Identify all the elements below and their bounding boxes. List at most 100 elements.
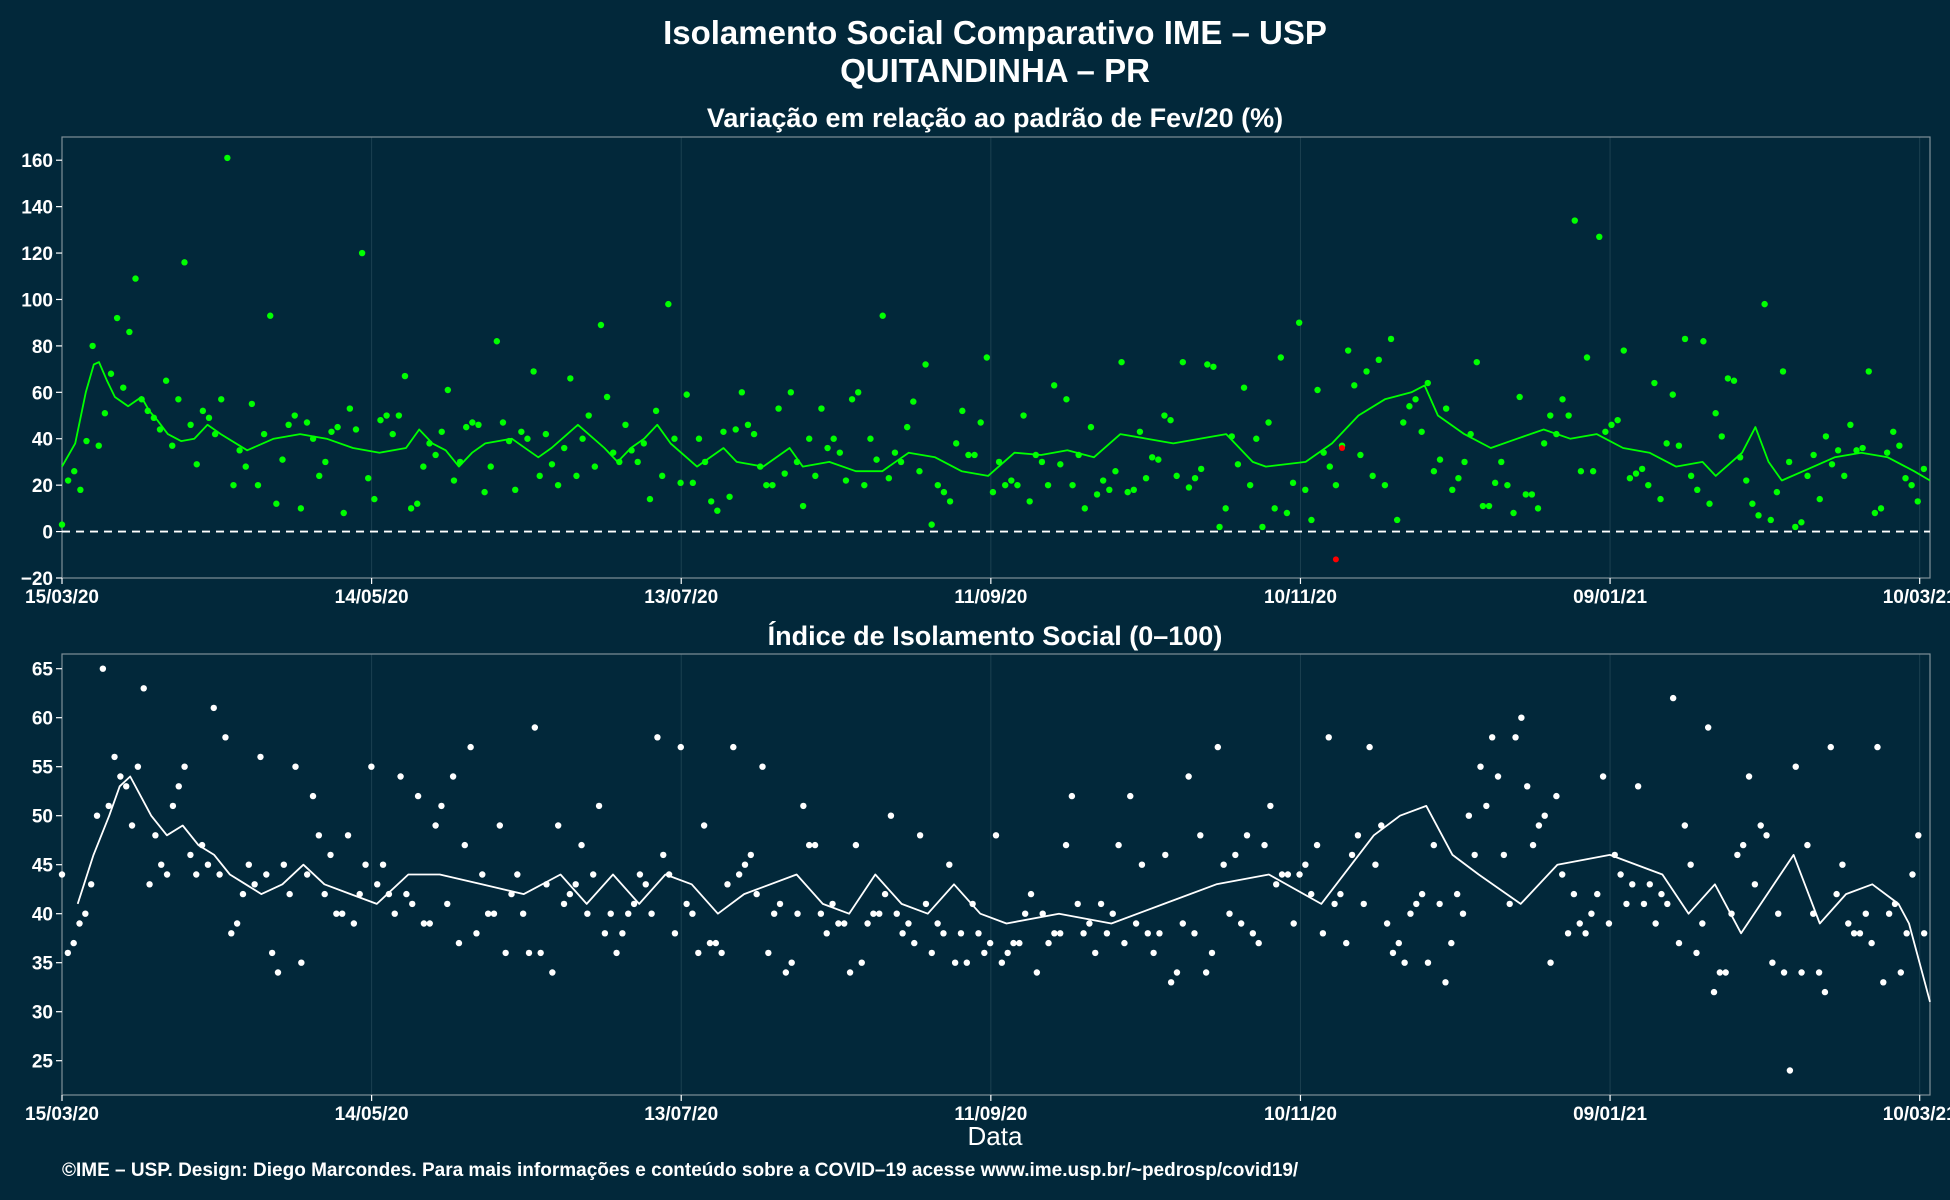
- panel2-point-7: [99, 665, 107, 672]
- panel2-point-180: [1109, 910, 1116, 917]
- panel2-point-108: [689, 910, 696, 917]
- panel2-point-269: [1629, 881, 1636, 888]
- panel2-point-298: [1798, 969, 1805, 976]
- panel1-point-146: [952, 440, 960, 447]
- panel2-point-102: [654, 734, 661, 741]
- panel2-point-90: [584, 910, 591, 917]
- panel2-point-97: [625, 910, 632, 917]
- panel1-point-265: [1681, 335, 1689, 343]
- panel2-point-46: [327, 851, 334, 859]
- panel1-point-33: [260, 430, 268, 438]
- panel1-point-280: [1773, 488, 1781, 496]
- panel1-point-51: [371, 495, 378, 503]
- panel2-point-264: [1599, 773, 1607, 780]
- panel1-point-78: [536, 472, 543, 480]
- panel1-point-154: [1001, 481, 1009, 489]
- x-axis-label: Data: [968, 1121, 1023, 1151]
- panel2-point-42: [303, 871, 311, 878]
- panel1-point-145: [946, 498, 954, 505]
- panel1-point-294: [1859, 444, 1866, 452]
- panel1-point-226: [1442, 405, 1450, 412]
- panel2-point-309: [1862, 910, 1869, 917]
- panel2-point-225: [1372, 861, 1379, 868]
- panel2-point-11: [123, 783, 130, 790]
- panel1-point-55: [395, 412, 403, 419]
- panel2-point-67: [449, 773, 457, 780]
- panel2-ytick-label-7: 60: [32, 709, 53, 730]
- panel1-point-228: [1455, 474, 1462, 482]
- panel1-point-219: [1400, 419, 1407, 426]
- panel1-point-122: [806, 435, 813, 442]
- panel2-point-293: [1769, 959, 1776, 966]
- panel2-point-153: [951, 959, 959, 966]
- panel1-point-9: [113, 314, 121, 322]
- panel2-point-139: [870, 910, 877, 917]
- panel2-point-166: [1027, 890, 1035, 898]
- panel1-point-163: [1057, 461, 1064, 468]
- panel2-point-193: [1185, 773, 1192, 780]
- panel1-point-76: [524, 435, 531, 442]
- panel2-point-105: [671, 930, 679, 937]
- panel2-point-33: [251, 881, 258, 888]
- panel1-point-205: [1314, 386, 1321, 394]
- panel1-point-118: [781, 470, 788, 477]
- panel2-point-95: [613, 949, 620, 957]
- panel1-point-303: [1914, 498, 1921, 505]
- panel1-point-54: [389, 430, 396, 438]
- panel2-point-259: [1570, 890, 1578, 898]
- panel1-point-144: [940, 488, 948, 496]
- panel2-point-85: [554, 822, 562, 829]
- panel2-point-194: [1191, 930, 1198, 937]
- panel1-point-147: [959, 407, 966, 415]
- panel2-point-263: [1594, 890, 1601, 898]
- panel2-point-290: [1751, 881, 1759, 888]
- panel2-point-283: [1710, 988, 1718, 996]
- panel2-point-196: [1202, 969, 1210, 976]
- panel2-point-55: [379, 861, 387, 868]
- panel1-point-96: [646, 495, 654, 503]
- panel2-point-216: [1319, 930, 1327, 937]
- panel2-point-143: [893, 910, 900, 917]
- panel2-point-291: [1757, 822, 1764, 829]
- panel2-point-182: [1121, 939, 1128, 947]
- panel2-point-295: [1780, 969, 1788, 976]
- panel2-point-148: [922, 900, 930, 908]
- panel2-point-202: [1237, 920, 1245, 927]
- panel1-point-36: [279, 456, 286, 463]
- panel1-point-39: [297, 505, 305, 512]
- panel2-point-147: [916, 832, 924, 839]
- panel2-point-229: [1395, 939, 1402, 947]
- panel2-point-135: [846, 969, 854, 976]
- panel2-point-158: [981, 949, 988, 957]
- panel2-point-250: [1518, 714, 1525, 721]
- panel2-point-112: [712, 939, 719, 947]
- panel2-point-234: [1424, 959, 1432, 966]
- panel2-point-43: [309, 792, 317, 800]
- panel2-point-68: [455, 939, 463, 947]
- panel2-point-92: [595, 802, 603, 810]
- panel2-point-141: [881, 890, 889, 898]
- panel2-point-87: [566, 890, 574, 898]
- panel2-point-167: [1033, 969, 1041, 976]
- panel1-point-66: [463, 423, 470, 431]
- panel1-point-287: [1816, 495, 1823, 503]
- panel1-point-61: [432, 451, 439, 459]
- panel1-point-282: [1785, 458, 1793, 466]
- panel1-point-29: [236, 447, 243, 454]
- panel2-point-294: [1775, 910, 1782, 917]
- panel1-point-218: [1393, 516, 1401, 524]
- panel2-point-110: [700, 822, 708, 829]
- panel2-point-114: [724, 881, 731, 888]
- panel1-point-57: [407, 505, 415, 512]
- panel1-point-116: [769, 481, 776, 489]
- panel1-point-254: [1614, 416, 1621, 424]
- panel2-xtick-label-6: 10/03/21: [1883, 1104, 1950, 1125]
- panel2-point-19: [169, 802, 177, 810]
- panel1-point-214: [1369, 472, 1376, 480]
- panel1-point-272: [1724, 375, 1732, 382]
- panel2-xtick-label-3: 11/09/20: [954, 1104, 1027, 1125]
- panel2-point-120: [759, 763, 766, 770]
- panel2-point-6: [93, 812, 101, 819]
- panel1-point-177: [1142, 474, 1150, 482]
- panel1-point-261: [1657, 495, 1664, 503]
